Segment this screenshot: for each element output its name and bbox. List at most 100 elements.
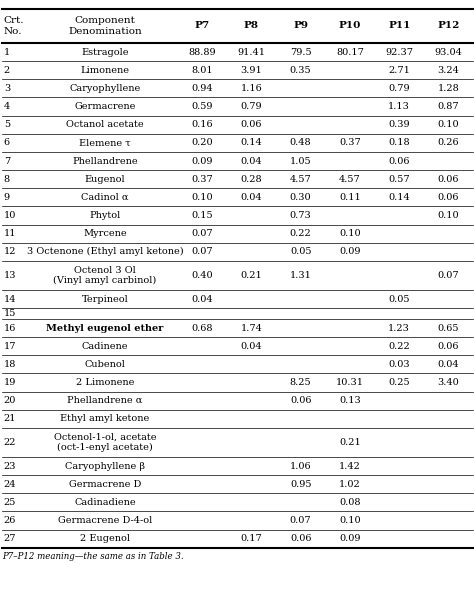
Text: 0.09: 0.09	[339, 534, 361, 543]
Text: 0.11: 0.11	[339, 193, 361, 202]
Text: 0.39: 0.39	[388, 120, 410, 129]
Text: 0.05: 0.05	[290, 247, 311, 256]
Text: 8.01: 8.01	[191, 66, 213, 75]
Text: 1.13: 1.13	[388, 102, 410, 111]
Text: Phellandrene: Phellandrene	[72, 157, 138, 166]
Text: 0.06: 0.06	[438, 342, 459, 350]
Text: 3: 3	[4, 84, 10, 93]
Text: 0.06: 0.06	[290, 396, 311, 405]
Text: P8: P8	[244, 21, 259, 31]
Text: 0.14: 0.14	[388, 193, 410, 202]
Text: 6: 6	[4, 138, 10, 147]
Text: 2: 2	[4, 66, 10, 75]
Text: 80.17: 80.17	[336, 48, 364, 57]
Text: 0.07: 0.07	[290, 516, 311, 525]
Text: 0.07: 0.07	[438, 271, 459, 280]
Text: 0.95: 0.95	[290, 479, 311, 489]
Text: 0.16: 0.16	[191, 120, 213, 129]
Text: P7–P12 meaning—the same as in Table 3.: P7–P12 meaning—the same as in Table 3.	[2, 552, 184, 561]
Text: Caryophyllene β: Caryophyllene β	[65, 462, 145, 471]
Text: 0.07: 0.07	[191, 247, 213, 256]
Text: 0.26: 0.26	[438, 138, 459, 147]
Text: 1.05: 1.05	[290, 157, 311, 166]
Text: 3 Octenone (Ethyl amyl ketone): 3 Octenone (Ethyl amyl ketone)	[27, 247, 183, 256]
Text: 4: 4	[4, 102, 10, 111]
Text: 0.05: 0.05	[388, 294, 410, 303]
Text: Germacrene D-4-ol: Germacrene D-4-ol	[58, 516, 152, 525]
Text: 0.04: 0.04	[241, 342, 262, 350]
Text: Crt.
No.: Crt. No.	[4, 16, 24, 36]
Text: Cadinadiene: Cadinadiene	[74, 498, 136, 507]
Text: 21: 21	[4, 414, 16, 423]
Text: 24: 24	[4, 479, 16, 489]
Text: 0.57: 0.57	[388, 175, 410, 184]
Text: 92.37: 92.37	[385, 48, 413, 57]
Text: Cubenol: Cubenol	[84, 360, 126, 369]
Text: 1.42: 1.42	[339, 462, 361, 471]
Text: 88.89: 88.89	[188, 48, 216, 57]
Text: 0.13: 0.13	[339, 396, 361, 405]
Text: 3.24: 3.24	[438, 66, 459, 75]
Text: 14: 14	[4, 294, 16, 303]
Text: Caryophyllene: Caryophyllene	[69, 84, 141, 93]
Text: Germacrene D: Germacrene D	[69, 479, 141, 489]
Text: 0.06: 0.06	[438, 193, 459, 202]
Text: 1.31: 1.31	[290, 271, 311, 280]
Text: 18: 18	[4, 360, 16, 369]
Text: 26: 26	[4, 516, 16, 525]
Text: 10: 10	[4, 211, 16, 220]
Text: 0.15: 0.15	[191, 211, 213, 220]
Text: 0.08: 0.08	[339, 498, 361, 507]
Text: 20: 20	[4, 396, 16, 405]
Text: 0.73: 0.73	[290, 211, 311, 220]
Text: 5: 5	[4, 120, 10, 129]
Text: 12: 12	[4, 247, 16, 256]
Text: 0.10: 0.10	[339, 516, 361, 525]
Text: Germacrene: Germacrene	[74, 102, 136, 111]
Text: 0.10: 0.10	[438, 120, 459, 129]
Text: 0.30: 0.30	[290, 193, 311, 202]
Text: 13: 13	[4, 271, 16, 280]
Text: Ethyl amyl ketone: Ethyl amyl ketone	[60, 414, 150, 423]
Text: 8: 8	[4, 175, 10, 184]
Text: 0.04: 0.04	[191, 294, 213, 303]
Text: 23: 23	[4, 462, 16, 471]
Text: 3.91: 3.91	[240, 66, 262, 75]
Text: 0.21: 0.21	[240, 271, 262, 280]
Text: 0.37: 0.37	[339, 138, 361, 147]
Text: 1.16: 1.16	[240, 84, 262, 93]
Text: 0.03: 0.03	[388, 360, 410, 369]
Text: 91.41: 91.41	[237, 48, 265, 57]
Text: 1.06: 1.06	[290, 462, 311, 471]
Text: 1.28: 1.28	[438, 84, 459, 93]
Text: Octenol-1-ol, acetate
(oct-1-enyl acetate): Octenol-1-ol, acetate (oct-1-enyl acetat…	[54, 433, 156, 452]
Text: 0.09: 0.09	[339, 247, 361, 256]
Text: 0.79: 0.79	[241, 102, 262, 111]
Text: 0.06: 0.06	[241, 120, 262, 129]
Text: Cadinol α: Cadinol α	[81, 193, 129, 202]
Text: 22: 22	[4, 438, 16, 447]
Text: P11: P11	[388, 21, 410, 31]
Text: 1.74: 1.74	[240, 323, 262, 333]
Text: Phytol: Phytol	[90, 211, 120, 220]
Text: 3.40: 3.40	[438, 378, 459, 387]
Text: Methyl eugenol ether: Methyl eugenol ether	[46, 323, 164, 333]
Text: 0.48: 0.48	[290, 138, 311, 147]
Text: 0.10: 0.10	[339, 229, 361, 238]
Text: 0.20: 0.20	[191, 138, 213, 147]
Text: 0.04: 0.04	[438, 360, 459, 369]
Text: 0.22: 0.22	[290, 229, 311, 238]
Text: 25: 25	[4, 498, 16, 507]
Text: 17: 17	[4, 342, 16, 350]
Text: 0.21: 0.21	[339, 438, 361, 447]
Text: 0.68: 0.68	[191, 323, 213, 333]
Text: Myrcene: Myrcene	[83, 229, 127, 238]
Text: 0.28: 0.28	[241, 175, 262, 184]
Text: 0.04: 0.04	[241, 157, 262, 166]
Text: 4.57: 4.57	[339, 175, 361, 184]
Text: 0.87: 0.87	[438, 102, 459, 111]
Text: 0.40: 0.40	[191, 271, 213, 280]
Text: 0.10: 0.10	[191, 193, 213, 202]
Text: Phellandrene α: Phellandrene α	[67, 396, 143, 405]
Text: 2 Limonene: 2 Limonene	[76, 378, 134, 387]
